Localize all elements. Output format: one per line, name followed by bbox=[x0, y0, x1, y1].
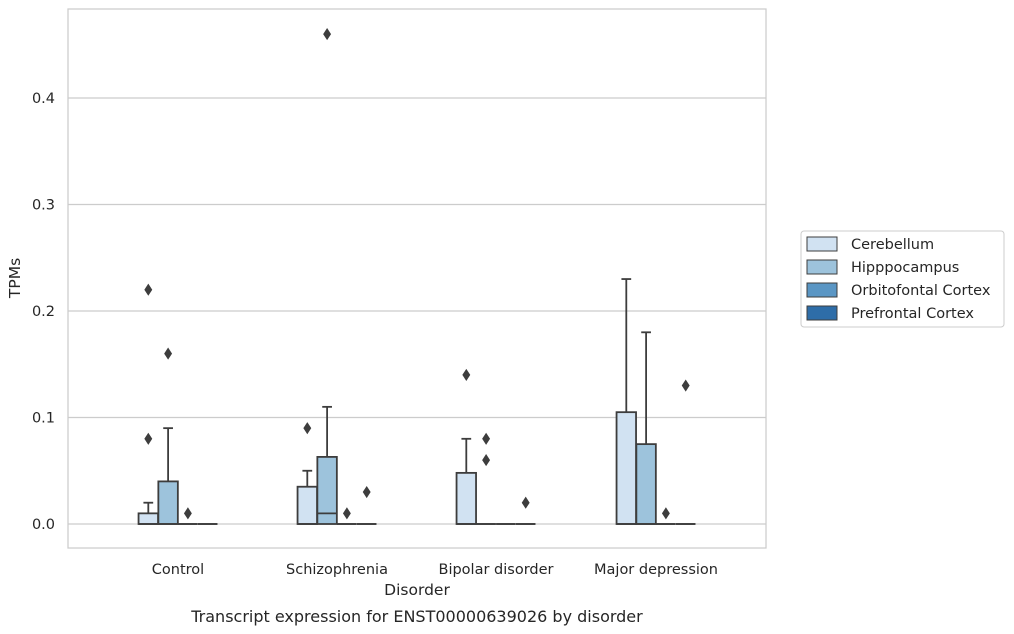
y-tick-label-3: 0.3 bbox=[32, 198, 55, 214]
x-axis-ticks: Control Schizophrenia Bipolar disorder Majo… bbox=[152, 562, 718, 578]
box-body bbox=[455, 471, 477, 525]
y-tick-label-4: 0.4 bbox=[32, 91, 55, 107]
gridlines bbox=[68, 97, 766, 525]
outlier-point bbox=[482, 432, 491, 445]
plot-frame bbox=[67, 8, 767, 549]
box-2-1 bbox=[337, 507, 357, 525]
box-0-1 bbox=[296, 422, 318, 525]
y-axis-title: TPMs bbox=[6, 258, 24, 299]
outlier-point bbox=[303, 422, 312, 435]
box-body bbox=[137, 512, 159, 525]
box-body bbox=[296, 485, 318, 525]
legend-frame bbox=[800, 230, 1005, 328]
y-axis-ticks: 0.0 0.1 0.2 0.3 0.4 bbox=[32, 91, 55, 533]
box-3-2 bbox=[515, 496, 536, 525]
box-1-1 bbox=[316, 28, 338, 525]
outlier-point bbox=[482, 454, 491, 467]
outlier-point bbox=[144, 283, 153, 296]
outlier-point bbox=[323, 28, 332, 41]
box-3-3 bbox=[675, 379, 696, 525]
box-0-0 bbox=[137, 283, 159, 525]
x-tick-label-2: Bipolar disorder bbox=[439, 562, 554, 578]
legend-swatch-1 bbox=[806, 259, 838, 275]
y-tick-label-2: 0.2 bbox=[32, 304, 55, 320]
box-body bbox=[157, 480, 179, 525]
box-1-0 bbox=[157, 347, 179, 525]
boxes bbox=[137, 28, 696, 525]
x-tick-label-0: Control bbox=[152, 562, 204, 578]
legend-label-1: Hipppocampus bbox=[851, 260, 959, 276]
outlier-point bbox=[661, 507, 670, 520]
outlier-point bbox=[183, 507, 192, 520]
outlier-point bbox=[164, 347, 173, 360]
outlier-point bbox=[342, 507, 351, 520]
x-tick-label-3: Major depression bbox=[594, 562, 718, 578]
legend-label-3: Prefrontal Cortex bbox=[851, 306, 974, 322]
box-body bbox=[635, 443, 657, 525]
outlier-point bbox=[681, 379, 690, 392]
outlier-point bbox=[362, 486, 371, 499]
legend-swatch-3 bbox=[806, 305, 838, 321]
x-axis-title: Disorder bbox=[384, 581, 450, 599]
box-3-1 bbox=[356, 486, 377, 525]
legend: Cerebellum Hipppocampus Orbitofontal Corte… bbox=[800, 230, 1005, 328]
legend-swatch-0 bbox=[806, 236, 838, 252]
box-0-3 bbox=[615, 278, 637, 525]
y-tick-label-0: 0.0 bbox=[32, 517, 55, 533]
legend-swatch-2 bbox=[806, 282, 838, 298]
outlier-point bbox=[144, 432, 153, 445]
box-0-2 bbox=[455, 368, 477, 525]
outlier-point bbox=[462, 368, 471, 381]
y-tick-label-1: 0.1 bbox=[32, 411, 55, 427]
chart-caption: Transcript expression for ENST0000063902… bbox=[190, 607, 643, 626]
box-1-3 bbox=[635, 331, 657, 525]
box-2-0 bbox=[178, 507, 198, 525]
legend-label-0: Cerebellum bbox=[851, 237, 934, 253]
box-2-3 bbox=[656, 507, 676, 525]
box-1-2 bbox=[476, 432, 496, 525]
box-body bbox=[615, 411, 637, 525]
outlier-point bbox=[521, 496, 530, 509]
legend-label-2: Orbitofontal Cortex bbox=[851, 283, 991, 299]
x-tick-label-1: Schizophrenia bbox=[286, 562, 388, 578]
